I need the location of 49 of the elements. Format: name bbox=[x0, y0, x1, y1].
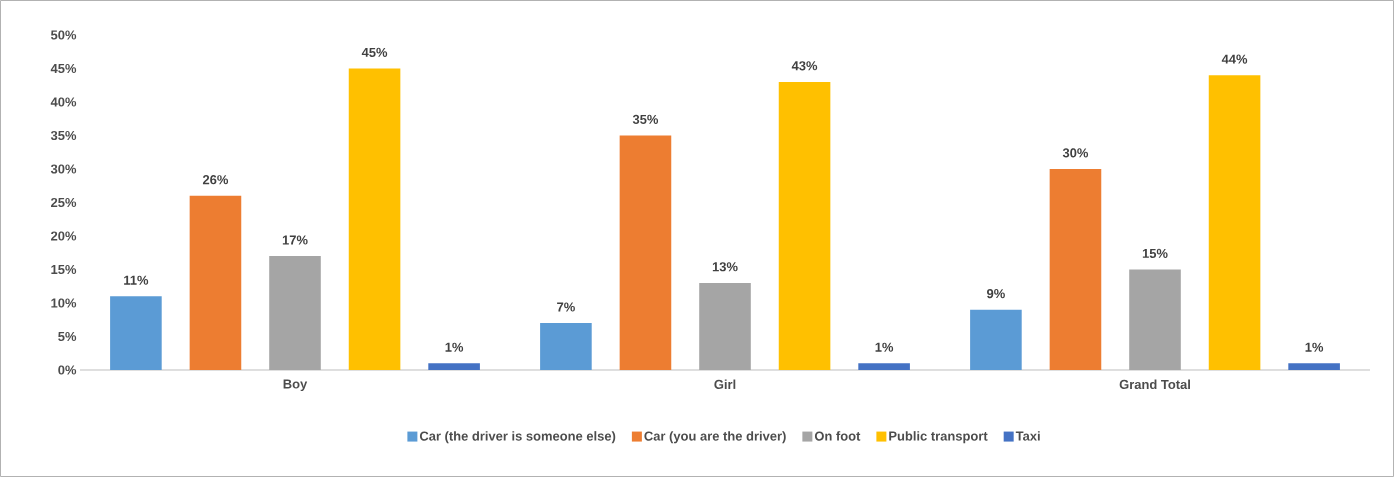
y-tick-label: 10% bbox=[51, 298, 77, 308]
data-label: 44% bbox=[1221, 54, 1248, 64]
bar bbox=[970, 309, 1022, 370]
bar bbox=[619, 135, 672, 370]
data-label: 1% bbox=[875, 342, 894, 352]
data-label: 30% bbox=[1062, 148, 1089, 158]
x-tick-label: Girl bbox=[714, 379, 736, 390]
y-tick-label: 40% bbox=[50, 97, 77, 107]
data-label: 45% bbox=[361, 47, 388, 57]
y-tick-label: 30% bbox=[50, 164, 77, 174]
bar bbox=[858, 363, 910, 370]
data-label: 26% bbox=[202, 175, 229, 185]
data-label: 15% bbox=[1142, 248, 1168, 258]
y-tick-label: 25% bbox=[51, 197, 77, 208]
data-label: 1% bbox=[445, 342, 464, 352]
data-label: 1% bbox=[1305, 342, 1324, 352]
data-label: 13% bbox=[712, 262, 738, 272]
bar bbox=[428, 363, 480, 370]
data-label: 35% bbox=[632, 114, 659, 124]
x-tick-label: Grand Total bbox=[1119, 379, 1190, 390]
data-label: 9% bbox=[987, 289, 1005, 299]
y-tick-label: 15% bbox=[51, 264, 77, 275]
data-label: 17% bbox=[282, 235, 308, 245]
data-label: 7% bbox=[557, 302, 575, 312]
legend-label: Car (you are the driver) bbox=[644, 431, 786, 444]
legend-label: On foot bbox=[814, 431, 861, 441]
x-tick-label: Boy bbox=[283, 379, 308, 392]
y-tick-label: 20% bbox=[51, 231, 77, 241]
y-tick-label: 5% bbox=[58, 331, 77, 342]
data-label: 43% bbox=[791, 61, 818, 71]
bar bbox=[110, 296, 162, 370]
legend-label: Public transport bbox=[889, 431, 988, 444]
bar bbox=[1049, 169, 1102, 370]
bar bbox=[189, 195, 242, 370]
bar bbox=[269, 256, 321, 370]
data-label: 11% bbox=[124, 275, 149, 285]
bar bbox=[1208, 75, 1261, 370]
bar bbox=[348, 68, 401, 370]
y-tick-label: 45% bbox=[50, 63, 77, 74]
bar bbox=[540, 323, 592, 370]
bar bbox=[778, 81, 831, 370]
y-tick-label: 50% bbox=[50, 30, 77, 40]
y-tick-label: 35% bbox=[50, 130, 77, 141]
bar bbox=[1129, 269, 1181, 370]
legend-label: Taxi bbox=[1015, 431, 1040, 441]
bar bbox=[699, 282, 751, 370]
y-tick-label: 0% bbox=[58, 365, 77, 375]
legend-label: Car (the driver is someone else) bbox=[419, 431, 616, 444]
bar bbox=[1288, 363, 1340, 370]
